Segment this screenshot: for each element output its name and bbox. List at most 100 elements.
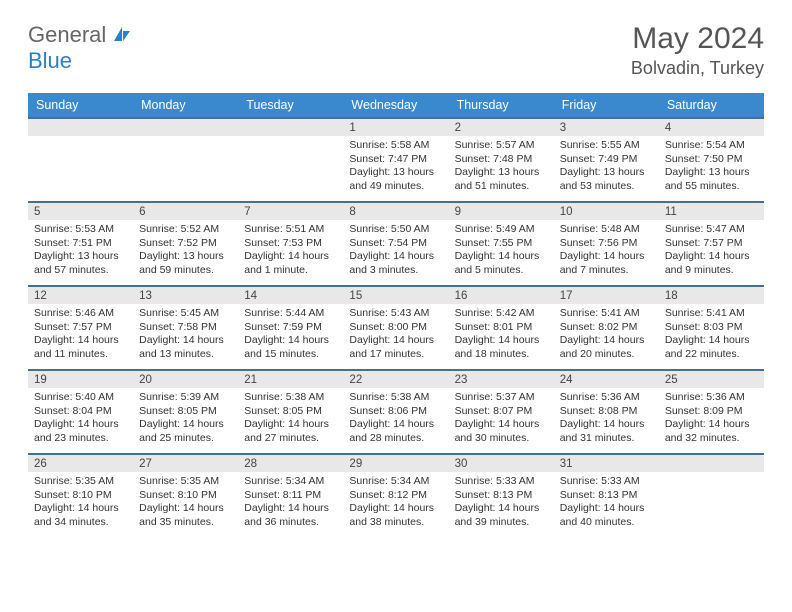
day-cell: 23Sunrise: 5:37 AMSunset: 8:07 PMDayligh… (449, 371, 554, 453)
day-info-line: Sunrise: 5:42 AM (455, 307, 548, 321)
day-info-line: Sunset: 8:13 PM (560, 489, 653, 503)
day-cell: 28Sunrise: 5:34 AMSunset: 8:11 PMDayligh… (238, 455, 343, 537)
day-number: 14 (238, 287, 343, 304)
day-info-line: Sunset: 8:08 PM (560, 405, 653, 419)
day-info-line: and 35 minutes. (139, 516, 232, 530)
day-info-line: Sunset: 7:58 PM (139, 321, 232, 335)
day-info-line: Daylight: 14 hours (349, 418, 442, 432)
day-info-line: and 11 minutes. (34, 348, 127, 362)
day-info-line: Daylight: 14 hours (34, 334, 127, 348)
day-cell: 1Sunrise: 5:58 AMSunset: 7:47 PMDaylight… (343, 119, 448, 201)
day-info-line: Daylight: 13 hours (34, 250, 127, 264)
day-cell: 17Sunrise: 5:41 AMSunset: 8:02 PMDayligh… (554, 287, 659, 369)
week-row: 19Sunrise: 5:40 AMSunset: 8:04 PMDayligh… (28, 369, 764, 453)
day-number: 15 (343, 287, 448, 304)
day-info-line: Sunrise: 5:34 AM (349, 475, 442, 489)
day-info-line: Sunset: 8:04 PM (34, 405, 127, 419)
day-cell: 15Sunrise: 5:43 AMSunset: 8:00 PMDayligh… (343, 287, 448, 369)
day-info-line: Daylight: 14 hours (139, 502, 232, 516)
day-cell: 12Sunrise: 5:46 AMSunset: 7:57 PMDayligh… (28, 287, 133, 369)
day-info-line: Sunset: 8:01 PM (455, 321, 548, 335)
day-info-line: and 55 minutes. (665, 180, 758, 194)
day-info-line: Daylight: 13 hours (139, 250, 232, 264)
day-info-line: Sunrise: 5:45 AM (139, 307, 232, 321)
day-info-line: Sunset: 7:57 PM (34, 321, 127, 335)
day-info-line: Sunrise: 5:34 AM (244, 475, 337, 489)
day-cell: 27Sunrise: 5:35 AMSunset: 8:10 PMDayligh… (133, 455, 238, 537)
day-number: 16 (449, 287, 554, 304)
day-cell (238, 119, 343, 201)
day-info-line: Sunrise: 5:57 AM (455, 139, 548, 153)
day-number: 3 (554, 119, 659, 136)
day-cell: 13 Sunrise: 5:45 AMSunset: 7:58 PMDayligh… (133, 287, 238, 369)
day-info-line: Sunrise: 5:36 AM (560, 391, 653, 405)
day-number: 13 (133, 287, 238, 304)
day-cell: 22Sunrise: 5:38 AMSunset: 8:06 PMDayligh… (343, 371, 448, 453)
day-number (238, 119, 343, 136)
day-info-line: and 59 minutes. (139, 264, 232, 278)
day-info-line: and 51 minutes. (455, 180, 548, 194)
day-info-line: Sunrise: 5:36 AM (665, 391, 758, 405)
weeks-container: 1Sunrise: 5:58 AMSunset: 7:47 PMDaylight… (28, 117, 764, 537)
day-info-line: and 23 minutes. (34, 432, 127, 446)
day-info-line: Sunrise: 5:33 AM (455, 475, 548, 489)
day-info-line: Daylight: 13 hours (665, 166, 758, 180)
day-number: 10 (554, 203, 659, 220)
day-info-line: Daylight: 14 hours (560, 418, 653, 432)
day-cell: 6Sunrise: 5:52 AMSunset: 7:52 PMDaylight… (133, 203, 238, 285)
day-info-line: and 15 minutes. (244, 348, 337, 362)
day-cell: 11Sunrise: 5:47 AMSunset: 7:57 PMDayligh… (659, 203, 764, 285)
day-info-line: Sunset: 8:12 PM (349, 489, 442, 503)
day-info-line: Sunset: 7:54 PM (349, 237, 442, 251)
day-info-line: Sunrise: 5:43 AM (349, 307, 442, 321)
dayhead-sun: Sunday (28, 98, 133, 112)
day-number: 9 (449, 203, 554, 220)
day-info-line: Daylight: 14 hours (455, 250, 548, 264)
day-cell: 29Sunrise: 5:34 AMSunset: 8:12 PMDayligh… (343, 455, 448, 537)
day-info-line: Sunset: 8:09 PM (665, 405, 758, 419)
day-number: 23 (449, 371, 554, 388)
dayhead-tue: Tuesday (238, 98, 343, 112)
day-cell: 26Sunrise: 5:35 AMSunset: 8:10 PMDayligh… (28, 455, 133, 537)
day-info-line: Daylight: 14 hours (455, 334, 548, 348)
day-cell: 25Sunrise: 5:36 AMSunset: 8:09 PMDayligh… (659, 371, 764, 453)
day-number: 8 (343, 203, 448, 220)
day-info-line: Daylight: 14 hours (244, 250, 337, 264)
day-info-line: Sunrise: 5:49 AM (455, 223, 548, 237)
day-cell: 30Sunrise: 5:33 AMSunset: 8:13 PMDayligh… (449, 455, 554, 537)
day-number: 17 (554, 287, 659, 304)
day-info-line: Sunset: 8:02 PM (560, 321, 653, 335)
day-info-line: Daylight: 13 hours (560, 166, 653, 180)
day-number: 24 (554, 371, 659, 388)
day-number: 2 (449, 119, 554, 136)
day-info-line: Sunrise: 5:40 AM (34, 391, 127, 405)
day-number: 12 (28, 287, 133, 304)
sail-icon (112, 22, 132, 48)
day-info-line: Sunrise: 5:41 AM (665, 307, 758, 321)
day-info-line: Sunrise: 5:35 AM (34, 475, 127, 489)
day-cell: 2Sunrise: 5:57 AMSunset: 7:48 PMDaylight… (449, 119, 554, 201)
dayhead-wed: Wednesday (343, 98, 448, 112)
day-info-line: and 38 minutes. (349, 516, 442, 530)
day-info-line: Sunrise: 5:51 AM (244, 223, 337, 237)
day-cell: 5Sunrise: 5:53 AMSunset: 7:51 PMDaylight… (28, 203, 133, 285)
day-info-line: Sunset: 7:55 PM (455, 237, 548, 251)
day-info-line: and 1 minute. (244, 264, 337, 278)
day-info-line: Sunrise: 5:35 AM (139, 475, 232, 489)
day-info-line: Sunrise: 5:38 AM (244, 391, 337, 405)
day-info-line: Sunset: 8:05 PM (244, 405, 337, 419)
day-info-line: Daylight: 13 hours (349, 166, 442, 180)
day-cell: 20Sunrise: 5:39 AMSunset: 8:05 PMDayligh… (133, 371, 238, 453)
day-number: 6 (133, 203, 238, 220)
day-info-line: Sunrise: 5:52 AM (139, 223, 232, 237)
day-info-line: Daylight: 14 hours (139, 334, 232, 348)
day-number: 7 (238, 203, 343, 220)
day-info-line: Sunset: 8:11 PM (244, 489, 337, 503)
day-cell (133, 119, 238, 201)
day-info-line: Daylight: 14 hours (665, 250, 758, 264)
day-cell: 9 Sunrise: 5:49 AMSunset: 7:55 PMDaylight… (449, 203, 554, 285)
day-info-line: Daylight: 14 hours (455, 418, 548, 432)
day-number: 28 (238, 455, 343, 472)
day-info-line: Sunrise: 5:44 AM (244, 307, 337, 321)
day-info-line: and 20 minutes. (560, 348, 653, 362)
